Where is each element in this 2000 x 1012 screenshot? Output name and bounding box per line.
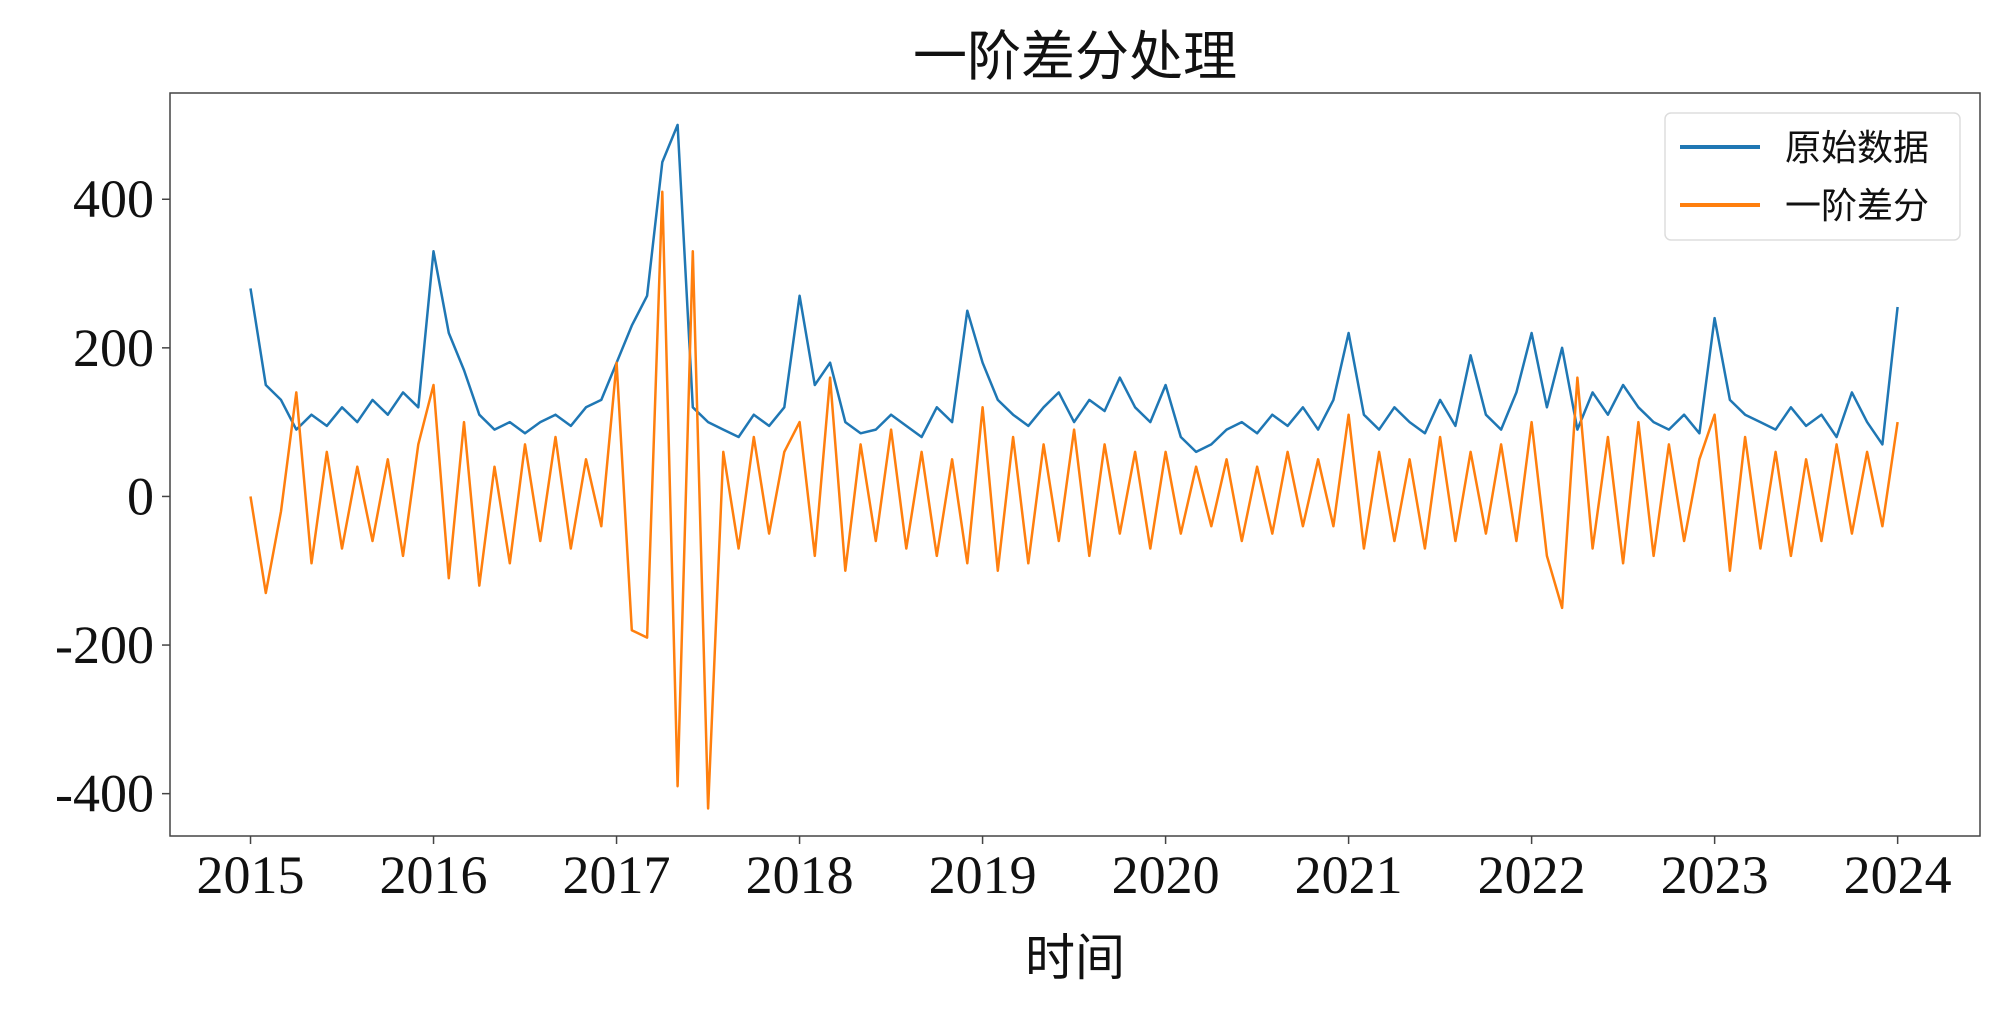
- series-line-0: [249, 123, 1899, 454]
- x-tick-label: 2021: [1295, 845, 1403, 905]
- legend-label-diff: 一阶差分: [1785, 186, 1929, 227]
- chart-title: 一阶差分处理: [913, 25, 1237, 88]
- axes-frame: [169, 92, 1981, 837]
- legend-label-original: 原始数据: [1785, 128, 1929, 169]
- plot-area: [249, 123, 1899, 810]
- y-tick-label: 400: [73, 169, 154, 229]
- series-line-1: [249, 190, 1899, 810]
- legend: 原始数据 一阶差分: [1664, 112, 1961, 241]
- x-tick-label: 2017: [563, 845, 671, 905]
- legend-frame: [1664, 112, 1961, 241]
- x-axis: 2015 2016 2017 2018 2019 2020 2021 2022 2023 2024: [197, 836, 1952, 905]
- y-tick-label: -200: [55, 615, 154, 675]
- x-axis-label: 时间: [1025, 929, 1125, 987]
- x-tick-label: 2022: [1478, 845, 1586, 905]
- y-axis: -400 -200 0 200 400: [55, 169, 170, 824]
- x-tick-label: 2019: [929, 845, 1037, 905]
- x-tick-label: 2018: [746, 845, 854, 905]
- x-tick-label: 2024: [1844, 845, 1952, 905]
- x-tick-label: 2020: [1112, 845, 1220, 905]
- x-tick-label: 2015: [197, 845, 305, 905]
- y-tick-label: 0: [127, 466, 154, 526]
- y-tick-label: 200: [73, 318, 154, 378]
- y-tick-label: -400: [55, 764, 154, 824]
- x-tick-label: 2016: [380, 845, 488, 905]
- x-tick-label: 2023: [1661, 845, 1769, 905]
